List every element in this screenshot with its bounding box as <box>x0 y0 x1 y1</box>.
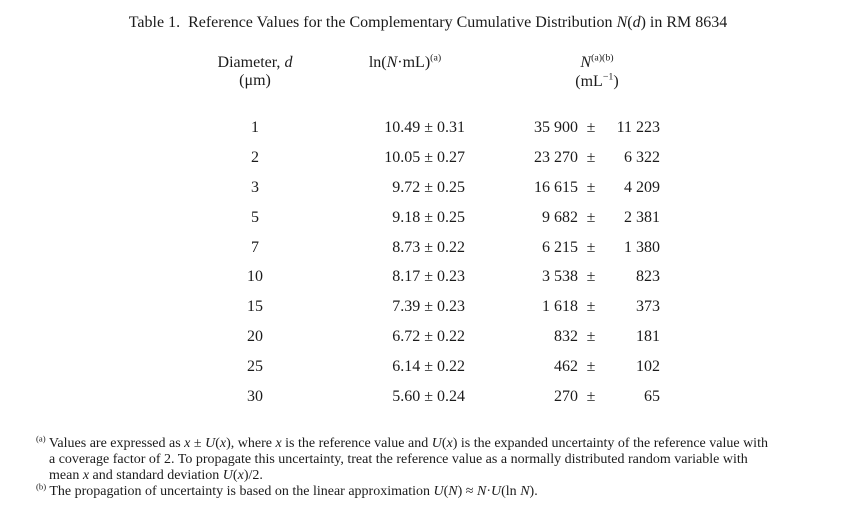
n-value: 23 270 <box>534 148 578 166</box>
n-value: 35 900 <box>534 119 578 136</box>
column-header-n-unit: (mL−1) <box>575 71 619 90</box>
plus-minus: ± <box>586 148 596 166</box>
ln-value: 5.60 ± 0.24 <box>392 388 465 406</box>
ln-value: 9.72 ± 0.25 <box>392 178 465 196</box>
table-row: 15 7.39 ± 0.23 1 618 ± 373 <box>200 292 660 322</box>
plus-minus: ± <box>586 358 596 376</box>
footnotes: (a) Values are expressed as x ± U(x), wh… <box>36 433 848 500</box>
diameter-value: 3 <box>251 178 259 196</box>
plus-minus: ± <box>586 178 596 196</box>
column-header-diameter-unit: (μm) <box>239 72 271 89</box>
diameter-value: 30 <box>247 388 263 406</box>
ln-value: 8.73 ± 0.22 <box>392 238 465 256</box>
diameter-value: 5 <box>251 208 259 226</box>
n-uncertainty: 1 380 <box>624 238 660 256</box>
n-uncertainty: 181 <box>636 328 660 346</box>
n-uncertainty: 373 <box>636 298 660 316</box>
diameter-value: 7 <box>251 238 259 256</box>
n-uncertainty: 4 209 <box>624 178 660 196</box>
n-uncertainty: 2 381 <box>624 208 660 226</box>
table-row: 20 6.72 ± 0.22 832 ± 181 <box>200 322 660 352</box>
plus-minus: ± <box>586 388 596 406</box>
table-body: 1 10.49 ± 0.31 35 900 ± 11 223 2 10.05 ±… <box>200 113 660 412</box>
n-uncertainty: 11 223 <box>616 119 660 136</box>
diameter-value: 1 <box>251 119 259 136</box>
diameter-value: 20 <box>247 328 263 346</box>
n-uncertainty: 65 <box>644 388 660 406</box>
n-value: 9 682 <box>542 208 578 226</box>
footnote-a: (a) Values are expressed as x ± U(x), wh… <box>36 433 768 483</box>
ln-value: 10.05 ± 0.27 <box>384 148 465 166</box>
ln-value: 6.72 ± 0.22 <box>392 328 465 346</box>
plus-minus: ± <box>586 119 596 136</box>
column-header-diameter: Diameter, d (μm) <box>200 54 310 90</box>
plus-minus: ± <box>586 328 596 346</box>
n-value: 832 <box>554 328 578 346</box>
n-value: 3 538 <box>542 268 578 286</box>
plus-minus: ± <box>586 268 596 286</box>
n-value: 1 618 <box>542 298 578 316</box>
table-row: 5 9.18 ± 0.25 9 682 ± 2 381 <box>200 203 660 233</box>
diameter-value: 15 <box>247 298 263 316</box>
footnote-b: (b) The propagation of uncertainty is ba… <box>36 481 538 499</box>
n-uncertainty: 102 <box>636 358 660 376</box>
table-row: 2 10.05 ± 0.27 23 270 ± 6 322 <box>200 143 660 173</box>
plus-minus: ± <box>586 238 596 256</box>
plus-minus: ± <box>586 298 596 316</box>
diameter-value: 25 <box>247 358 263 376</box>
column-header-ln: ln(N·mL)(a) <box>368 52 442 71</box>
table-row: 3 9.72 ± 0.25 16 615 ± 4 209 <box>200 173 660 203</box>
diameter-value: 10 <box>247 268 263 286</box>
column-header-diameter-label: Diameter, d <box>217 54 293 71</box>
ln-value: 6.14 ± 0.22 <box>392 358 465 376</box>
diameter-value: 2 <box>251 148 259 166</box>
n-uncertainty: 823 <box>636 268 660 286</box>
n-value: 6 215 <box>542 238 578 256</box>
table-row: 25 6.14 ± 0.22 462 ± 102 <box>200 352 660 382</box>
table-row: 1 10.49 ± 0.31 35 900 ± 11 223 <box>200 113 660 143</box>
n-value: 462 <box>554 358 578 376</box>
n-uncertainty: 6 322 <box>624 148 660 166</box>
table-row: 7 8.73 ± 0.22 6 215 ± 1 380 <box>200 233 660 263</box>
ln-value: 10.49 ± 0.31 <box>384 119 465 136</box>
plus-minus: ± <box>586 208 596 226</box>
n-value: 270 <box>554 388 578 406</box>
ln-value: 8.17 ± 0.23 <box>392 268 465 286</box>
column-header-n: N(a)(b) (mL−1) <box>530 53 664 91</box>
n-value: 16 615 <box>534 178 578 196</box>
table-row: 10 8.17 ± 0.23 3 538 ± 823 <box>200 262 660 292</box>
ln-value: 9.18 ± 0.25 <box>392 208 465 226</box>
ln-value: 7.39 ± 0.23 <box>392 298 465 316</box>
table-title: Table 1. Reference Values for the Comple… <box>128 14 728 31</box>
column-header-n-label: N(a)(b) <box>580 52 614 71</box>
table-row: 30 5.60 ± 0.24 270 ± 65 <box>200 382 660 412</box>
